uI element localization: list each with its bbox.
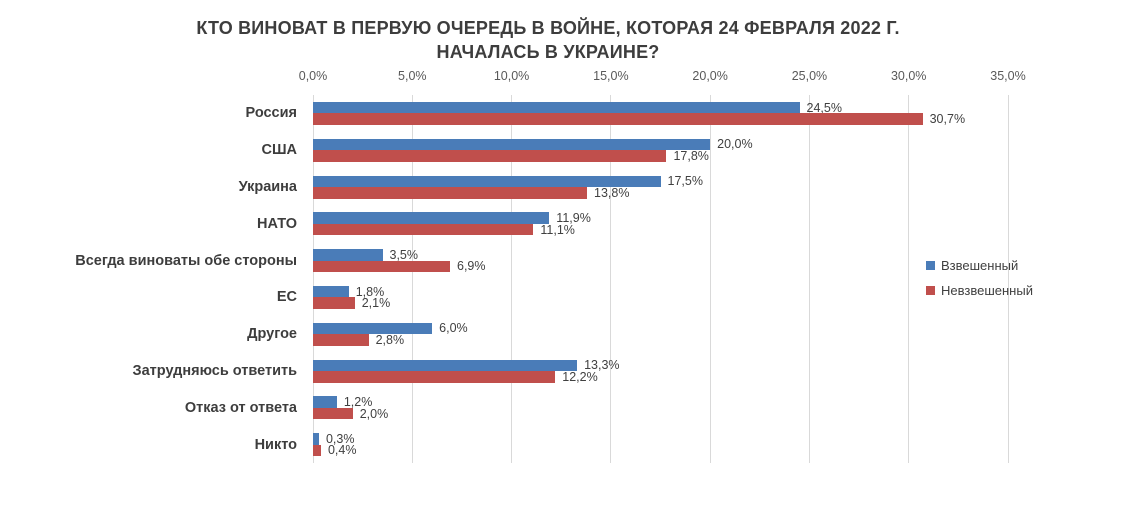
bar-value-label: 6,9%: [457, 259, 486, 274]
category-label: Украина: [238, 178, 297, 195]
category-label: Никто: [254, 436, 297, 453]
x-axis-tick-label: 10,0%: [493, 69, 530, 83]
bar-value-label: 20,0%: [717, 137, 753, 152]
category-label: Россия: [245, 105, 297, 122]
bar-value-label: 2,1%: [361, 296, 391, 311]
legend: Взвешенный Невзвешенный: [926, 258, 1033, 308]
bar-value-label: 0,3%: [325, 431, 355, 446]
legend-label: Взвешенный: [941, 258, 1019, 273]
bar-weighted: [313, 433, 319, 445]
legend-label: Невзвешенный: [941, 283, 1033, 298]
category-label: Всегда виноваты обе стороны: [75, 252, 297, 269]
bar-value-label: 17,5%: [667, 174, 703, 189]
category-label: ЕС: [276, 289, 297, 306]
bar-value-label: 30,7%: [929, 112, 966, 127]
category-label: Отказ от ответа: [184, 399, 297, 416]
bar-value-label: 1,8%: [355, 284, 385, 299]
gridline: [1007, 95, 1009, 463]
bar-unweighted: [313, 223, 534, 236]
x-axis-tick-label: 5,0%: [398, 69, 427, 83]
x-axis-tick-label: 30,0%: [890, 69, 927, 83]
category-label: США: [261, 142, 297, 159]
bar-value-label: 0,4%: [327, 443, 357, 458]
category-label: Затрудняюсь ответить: [132, 362, 297, 379]
category-label: Другое: [247, 326, 297, 343]
bar-value-label: 13,3%: [584, 358, 620, 373]
bar-unweighted: [313, 334, 369, 346]
bar-unweighted: [313, 444, 321, 457]
bar-unweighted: [313, 150, 667, 162]
bar-value-label: 12,2%: [562, 369, 598, 384]
bar-weighted: [313, 322, 433, 335]
bar-weighted: [313, 212, 550, 224]
gridline: [312, 95, 314, 463]
bar-weighted: [313, 285, 349, 298]
gridline: [411, 95, 413, 463]
bar-weighted: [313, 396, 337, 408]
bar-value-label: 6,0%: [439, 321, 468, 336]
x-axis-tick-label: 25,0%: [791, 69, 828, 83]
chart-title: КТО ВИНОВАТ В ПЕРВУЮ ОЧЕРЕДЬ В ВОЙНЕ, КО…: [0, 16, 1096, 64]
bar-value-label: 11,9%: [556, 211, 591, 226]
bar-value-label: 17,8%: [673, 148, 709, 163]
legend-swatch-icon: [926, 261, 935, 270]
bar-weighted: [313, 101, 800, 114]
bar-value-label: 13,8%: [594, 185, 630, 200]
x-axis-tick-label: 0,0%: [298, 69, 328, 83]
bar-value-label: 2,0%: [359, 406, 389, 421]
bar-weighted: [313, 138, 711, 151]
chart-title-line-2: НАЧАЛАСЬ В УКРАИНЕ?: [436, 42, 660, 62]
x-axis-tick-label: 35,0%: [990, 69, 1026, 83]
bar-unweighted: [313, 187, 588, 199]
y-axis-category-labels: Россия США Украина НАТО Всегда виноваты обе …: [0, 95, 305, 463]
bar-value-label: 1,2%: [343, 395, 373, 410]
bar-weighted: [313, 175, 661, 187]
legend-item: Невзвешенный: [926, 283, 1033, 298]
x-axis-tick-label: 20,0%: [692, 69, 728, 83]
bar-unweighted: [313, 371, 556, 383]
x-axis: 0,0% 5,0% 10,0% 15,0% 20,0% 25,0% 30,0% 35,0%: [299, 69, 1026, 85]
gridline: [908, 95, 910, 463]
bar-value-label: 11,1%: [540, 222, 575, 237]
bar-value-label: 2,8%: [375, 332, 405, 347]
bar-unweighted: [313, 407, 353, 420]
bar-weighted: [313, 359, 578, 371]
bar-value-label: 24,5%: [806, 100, 842, 115]
bar-value-label: 3,5%: [389, 247, 419, 262]
gridline: [709, 95, 711, 463]
gridline: [610, 95, 612, 463]
x-axis-tick-label: 15,0%: [593, 69, 629, 83]
gridline: [808, 95, 810, 463]
plot-area: 24,5% 30,7% 20,0% 17,8% 17,5% 13,8% 11,9% 11,1%…: [312, 95, 1009, 463]
legend-swatch-icon: [926, 286, 935, 295]
bar-unweighted: [313, 260, 450, 273]
gridline: [511, 95, 513, 463]
legend-item: Взвешенный: [926, 258, 1033, 273]
chart-title-line-1: КТО ВИНОВАТ В ПЕРВУЮ ОЧЕРЕДЬ В ВОЙНЕ, КО…: [196, 18, 900, 38]
bar-weighted: [313, 249, 383, 261]
category-label: НАТО: [257, 215, 297, 232]
bar-unweighted: [313, 113, 923, 125]
bar-unweighted: [313, 297, 355, 309]
